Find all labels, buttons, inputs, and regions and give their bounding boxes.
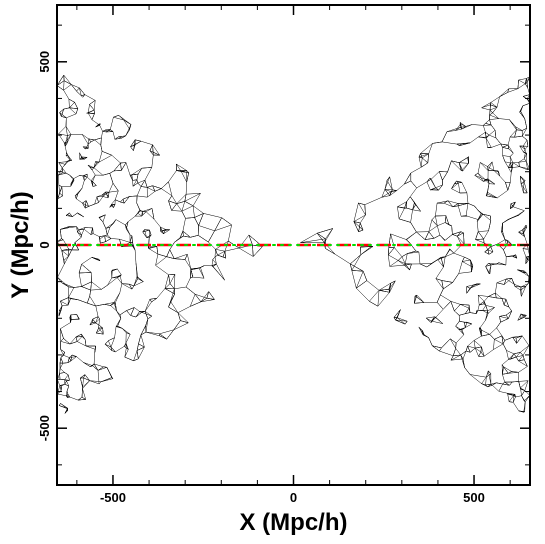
y-axis-label: Y (Mpc/h) <box>7 191 34 299</box>
x-tick-label: 0 <box>290 490 297 505</box>
network-wedge-right <box>300 76 531 413</box>
cosmic-web-network <box>56 74 531 414</box>
y-tick-label: -500 <box>37 415 52 441</box>
x-tick-label: 500 <box>463 490 485 505</box>
x-tick-label: -500 <box>100 490 126 505</box>
network-wedge-left <box>56 74 263 414</box>
y-tick-label: 0 <box>37 241 52 248</box>
y-tick-label: 500 <box>37 51 52 73</box>
x-axis-label: X (Mpc/h) <box>240 509 348 536</box>
axis-ticks <box>57 5 530 485</box>
tick-labels: -500 0 500 -500 0 500 <box>37 51 485 505</box>
